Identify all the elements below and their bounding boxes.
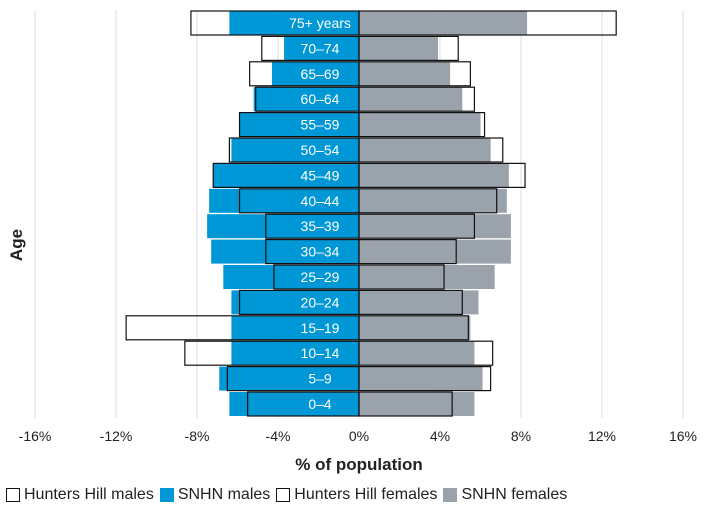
x-tick-labels: -16% -12% -8% -4% 0% 4% 8% 12% 16%	[19, 428, 697, 444]
legend-label-snhn-females: SNHN females	[461, 486, 568, 503]
category-label: 65–69	[301, 66, 340, 82]
legend-swatch-hunters-hill-females	[276, 488, 291, 502]
bar-snhn-males	[231, 138, 359, 162]
category-label: 35–39	[301, 218, 340, 234]
bar-hunters-hill-females	[358, 111, 486, 138]
bar-snhn-males	[231, 315, 359, 340]
bar-snhn-females	[359, 265, 495, 289]
bar-snhn-females	[359, 87, 463, 112]
bar-hunters-hill-females	[358, 10, 617, 36]
legend-swatch-snhn-females	[443, 488, 458, 502]
x-tick-label: -16%	[19, 428, 52, 444]
legend-item-hunters-hill-males: Hunters Hill males	[6, 486, 154, 504]
bar-snhn-females	[359, 290, 479, 315]
category-label: 10–14	[301, 345, 340, 361]
bar-snhn-males	[213, 163, 359, 188]
bar-hunters-hill-females	[358, 264, 445, 290]
legend-label-hunters-hill-males: Hunters Hill males	[24, 486, 154, 503]
bar-hunters-hill-females	[358, 86, 476, 112]
bar-snhn-females	[359, 239, 511, 264]
bar-hunters-hill-females	[358, 340, 494, 366]
bar-snhn-males	[231, 290, 359, 315]
bar-snhn-males	[231, 341, 359, 366]
x-tick-label: 4%	[430, 428, 450, 444]
bar-snhn-females	[359, 341, 475, 366]
bar-snhn-males	[207, 214, 359, 239]
bar-snhn-females	[359, 366, 483, 391]
bar-hunters-hill-females	[358, 35, 459, 62]
bar-snhn-females	[359, 61, 451, 86]
category-label: 50–54	[301, 142, 340, 158]
bar-hunters-hill-females	[358, 315, 469, 341]
x-tick-label: 12%	[588, 428, 616, 444]
category-label: 15–19	[301, 320, 340, 336]
bar-snhn-males	[223, 265, 359, 289]
bar-snhn-females	[359, 112, 481, 137]
x-tick-label: 0%	[349, 428, 369, 444]
category-label: 60–64	[301, 91, 340, 107]
bar-hunters-hill-females	[358, 239, 457, 265]
bar-hunters-hill-females	[358, 137, 504, 163]
bar-snhn-males	[239, 112, 359, 137]
legend: Hunters Hill males SNHN males Hunters Hi…	[6, 486, 573, 504]
bar-hunters-hill-females	[358, 162, 526, 188]
bar-snhn-females	[359, 163, 509, 188]
x-axis-title: % of population	[295, 455, 422, 474]
x-tick-label: 16%	[669, 428, 697, 444]
bar-snhn-males	[284, 36, 359, 61]
bars	[125, 10, 617, 417]
x-tick-label: -4%	[266, 428, 291, 444]
bar-snhn-males	[209, 188, 359, 213]
legend-item-snhn-females: SNHN females	[443, 486, 567, 504]
bar-snhn-females	[359, 315, 471, 340]
x-tick-label: 8%	[511, 428, 531, 444]
legend-label-snhn-males: SNHN males	[177, 486, 271, 503]
bar-hunters-hill-females	[358, 366, 492, 392]
legend-item-snhn-males: SNHN males	[159, 486, 271, 504]
category-label: 40–44	[301, 193, 340, 209]
legend-item-hunters-hill-females: Hunters Hill females	[276, 486, 437, 504]
bar-snhn-males	[229, 11, 359, 35]
bar-snhn-females	[359, 11, 528, 35]
bar-snhn-males	[211, 239, 359, 264]
bar-snhn-females	[359, 138, 491, 162]
category-label: 0–4	[308, 396, 332, 412]
category-labels: 0–4 5–9 10–14 15–19 20–24 25–29 30–34 35–39 40–4…	[289, 15, 351, 412]
category-label: 5–9	[308, 371, 332, 387]
category-label: 20–24	[301, 294, 340, 310]
legend-label-hunters-hill-females: Hunters Hill females	[294, 486, 438, 503]
bar-snhn-females	[359, 392, 475, 416]
bar-snhn-females	[359, 214, 511, 239]
category-label: 25–29	[301, 269, 340, 285]
bar-snhn-males	[219, 366, 359, 391]
legend-swatch-hunters-hill-males	[6, 488, 20, 502]
bar-snhn-males	[229, 392, 359, 416]
bar-hunters-hill-females	[358, 61, 471, 87]
category-label: 70–74	[301, 40, 340, 56]
category-label: 30–34	[301, 244, 340, 260]
x-tick-label: -8%	[185, 428, 210, 444]
bar-snhn-males	[271, 61, 359, 86]
legend-swatch-snhn-males	[159, 488, 174, 502]
category-label: 75+ years	[289, 15, 351, 31]
category-label: 45–49	[301, 167, 340, 183]
category-label: 55–59	[301, 117, 340, 133]
x-tick-label: -12%	[100, 428, 133, 444]
y-axis-title: Age	[7, 229, 26, 261]
bar-snhn-females	[359, 36, 438, 61]
bar-hunters-hill-females	[358, 391, 453, 417]
bar-snhn-females	[359, 188, 507, 213]
bar-hunters-hill-females	[358, 289, 463, 315]
bar-hunters-hill-females	[358, 213, 476, 239]
bar-hunters-hill-females	[358, 188, 498, 214]
bar-snhn-males	[253, 87, 359, 112]
